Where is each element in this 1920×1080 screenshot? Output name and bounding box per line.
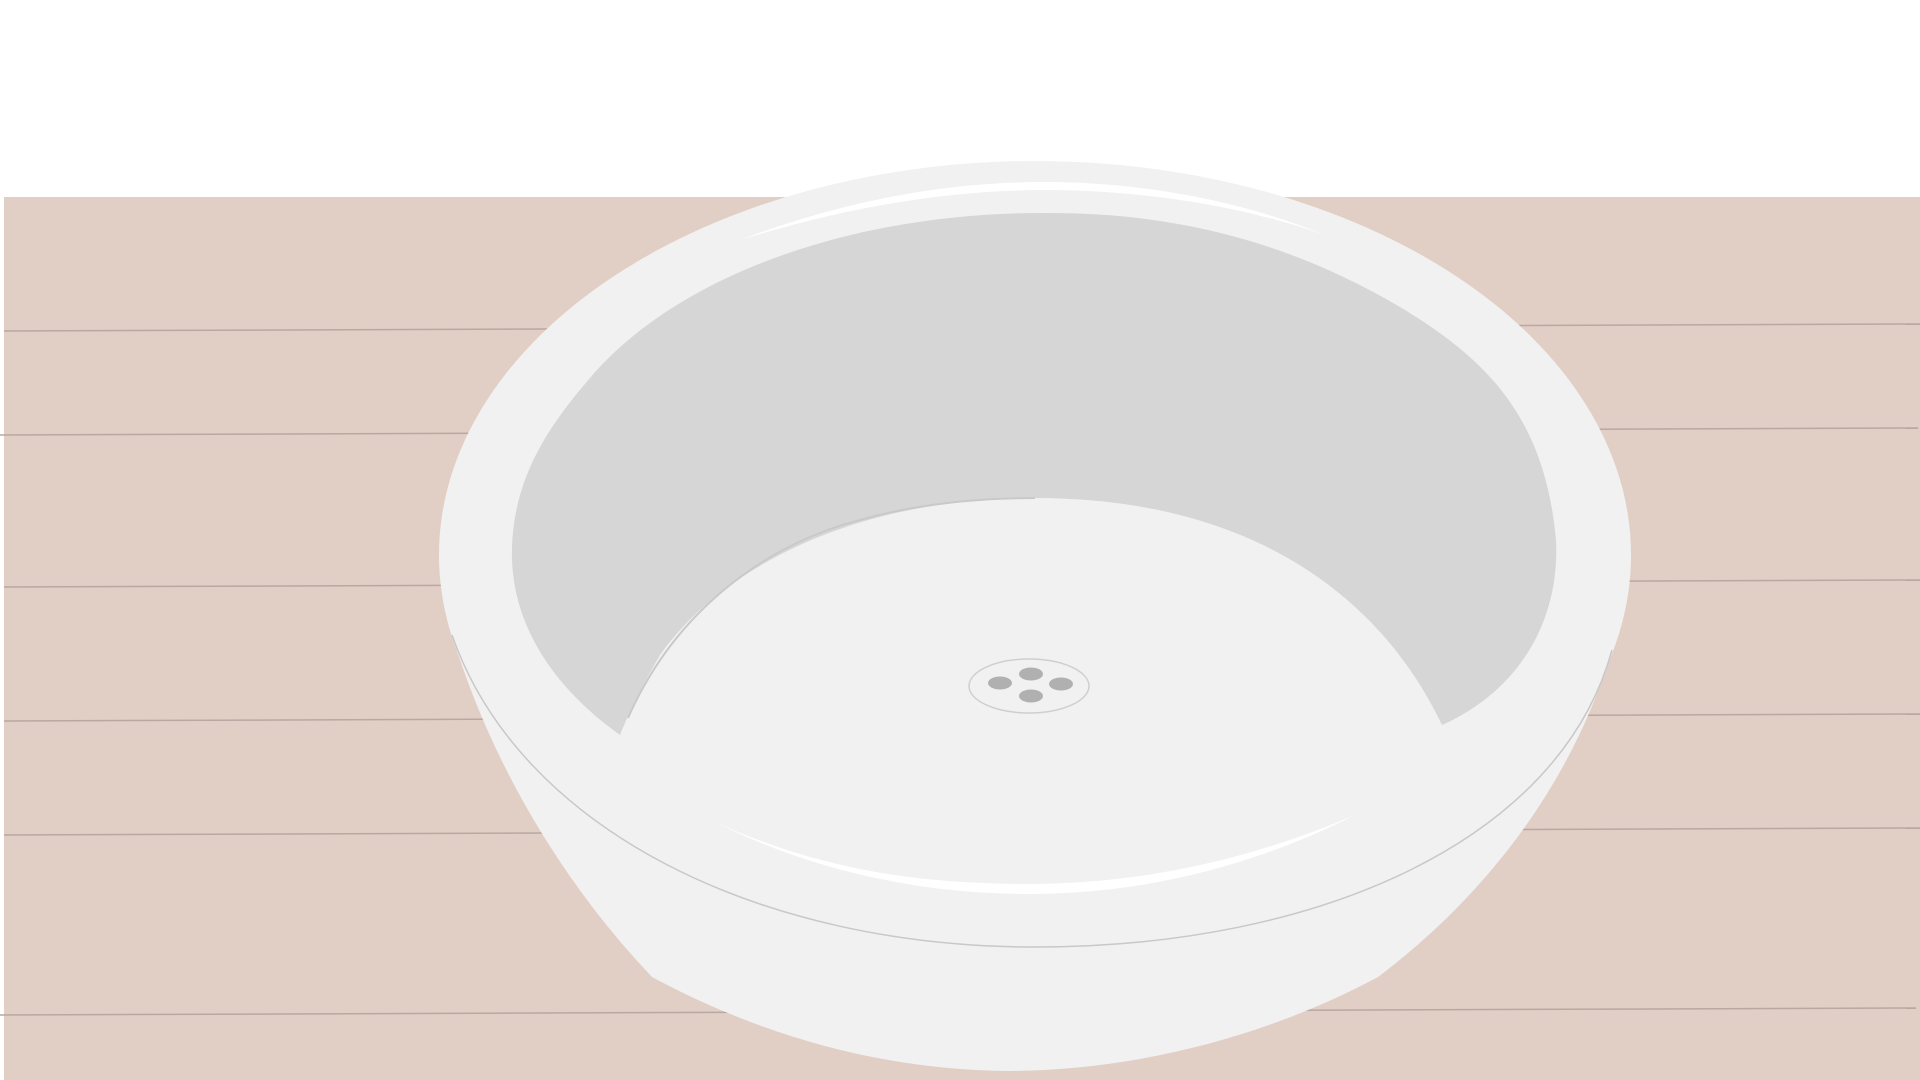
drain-hole-top	[1019, 667, 1043, 681]
drain-hole-left	[988, 676, 1012, 690]
drain-hole-right	[1049, 677, 1073, 691]
drain-hole-bottom	[1019, 689, 1043, 703]
drain-ring	[968, 658, 1090, 714]
rim-highlight-top	[740, 182, 1325, 240]
basin-floor-edge	[627, 497, 1036, 719]
basin-inner-wall	[511, 212, 1557, 736]
basin-rim-edge	[451, 634, 1613, 948]
drain-icon	[968, 658, 1090, 714]
rim-highlight-bottom	[715, 815, 1355, 894]
